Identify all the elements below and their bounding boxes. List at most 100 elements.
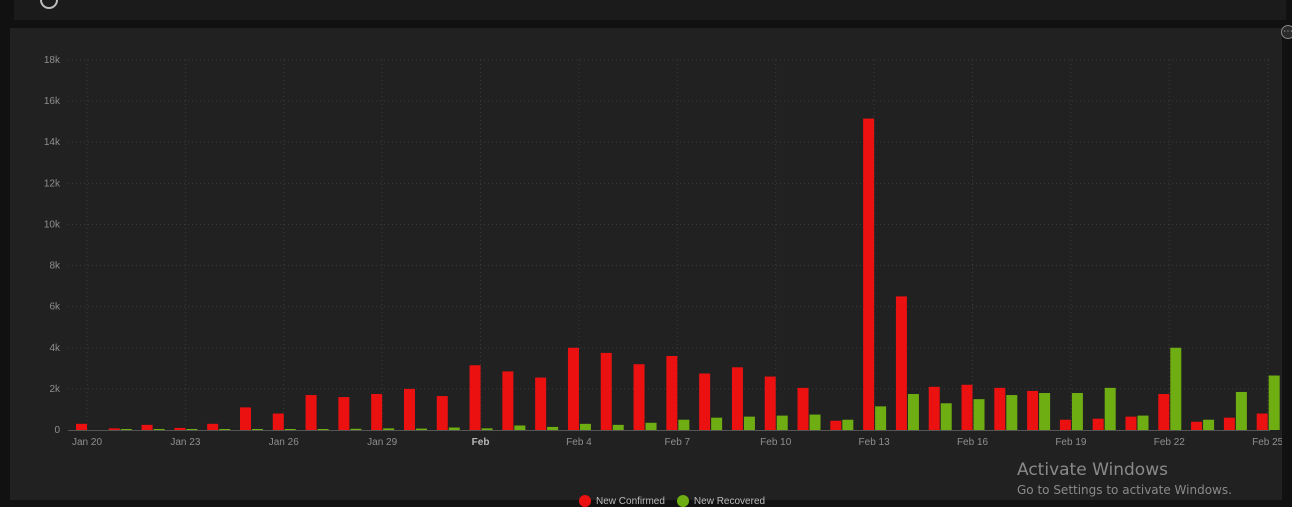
y-tick-label: 2k [49, 384, 61, 395]
bar-new-recovered [776, 415, 788, 430]
bar-new-recovered [1235, 391, 1247, 430]
bar-new-confirmed [76, 423, 87, 430]
bar-new-confirmed [436, 396, 448, 430]
bar-new-recovered [186, 429, 198, 430]
options-button[interactable]: ⋯ [1281, 25, 1292, 39]
x-tick-label: Jan 26 [269, 437, 299, 448]
bar-new-recovered [645, 422, 657, 430]
bar-new-confirmed [1223, 417, 1235, 430]
chart-panel: 0 2k 4k 6k 8k 10k 12k 14k 16k 18k Jan 20 Jan 23 Jan … [10, 28, 1282, 507]
y-tick-label: 0 [54, 425, 60, 436]
bar-new-confirmed [207, 423, 219, 430]
bar-new-confirmed [403, 388, 415, 430]
bar-new-confirmed [731, 367, 743, 430]
bar-new-confirmed [961, 384, 973, 430]
watermark-subtitle: Go to Settings to activate Windows. [1017, 483, 1232, 497]
bar-new-confirmed [371, 394, 383, 430]
bar-new-confirmed [600, 352, 612, 430]
bar-new-recovered [579, 423, 591, 430]
bar-new-confirmed [1092, 418, 1104, 430]
window-top-strip [14, 0, 1286, 20]
app-logo-icon [40, 0, 58, 9]
bar-new-recovered [1268, 375, 1280, 430]
bar-new-confirmed [305, 395, 317, 430]
x-tick-label: Feb 13 [859, 437, 891, 448]
bar-new-confirmed [830, 420, 842, 430]
x-tick-label: Jan 23 [170, 437, 200, 448]
bar-new-recovered [612, 424, 624, 430]
bar-new-recovered [448, 427, 460, 430]
bar-new-confirmed [1125, 416, 1137, 430]
legend-item-recovered[interactable]: New Recovered [676, 495, 765, 507]
legend-swatch-confirmed [579, 495, 591, 507]
bar-new-recovered [743, 416, 755, 430]
bar-new-recovered [284, 429, 296, 430]
bar-new-confirmed [994, 387, 1006, 430]
y-tick-label: 18k [44, 55, 61, 66]
bar-new-recovered [219, 429, 231, 430]
bar-new-confirmed [502, 371, 514, 430]
y-tick-label: 12k [44, 178, 61, 189]
bar-new-recovered [1170, 347, 1182, 430]
y-tick-label: 4k [49, 343, 61, 354]
y-tick-label: 8k [49, 261, 61, 272]
legend-item-confirmed[interactable]: New Confirmed [579, 495, 665, 507]
x-tick-label: Feb 22 [1154, 437, 1186, 448]
bar-new-recovered [1104, 387, 1116, 430]
bar-new-recovered [547, 426, 559, 430]
bar-new-recovered [514, 425, 526, 430]
x-tick-label: Feb [472, 437, 490, 448]
cropped-title-remnant [466, 0, 596, 4]
bar-new-confirmed [666, 356, 678, 430]
bar-new-recovered [1071, 393, 1083, 430]
bar-new-recovered [415, 428, 427, 430]
bar-new-recovered [383, 428, 395, 430]
bar-new-recovered [842, 419, 854, 430]
bar-new-confirmed [1027, 390, 1039, 430]
bar-new-recovered [809, 414, 821, 430]
bar-new-confirmed [699, 373, 711, 430]
bar-new-confirmed [1059, 419, 1071, 430]
bar-new-confirmed [633, 364, 645, 430]
bar-new-confirmed [1158, 394, 1170, 430]
bar-new-recovered [317, 429, 329, 430]
bar-new-confirmed [272, 413, 284, 430]
bar-new-confirmed [928, 386, 940, 430]
bar-new-confirmed [1256, 413, 1268, 430]
x-tick-label: Feb 10 [760, 437, 792, 448]
x-tick-label: Feb 19 [1055, 437, 1087, 448]
y-tick-label: 14k [44, 137, 61, 148]
activate-windows-watermark: Activate Windows Go to Settings to activ… [1017, 459, 1232, 499]
bar-new-recovered [1203, 419, 1215, 430]
bar-new-recovered [350, 428, 362, 430]
y-tick-label: 6k [49, 302, 61, 313]
x-tick-label: Feb 7 [665, 437, 691, 448]
bar-new-confirmed [141, 424, 153, 430]
bar-new-recovered [678, 419, 690, 430]
bar-new-confirmed [239, 407, 251, 430]
bar-new-recovered [907, 394, 919, 430]
bar-new-confirmed [863, 118, 875, 430]
bar-new-recovered [153, 429, 165, 430]
x-tick-label: Feb 4 [566, 437, 592, 448]
bar-new-confirmed [174, 427, 186, 430]
bar-new-confirmed [1191, 421, 1203, 430]
bar-new-confirmed [338, 397, 350, 430]
bar-new-confirmed [764, 376, 776, 430]
bar-new-confirmed [535, 377, 547, 430]
x-tick-label: Feb 25 [1252, 437, 1282, 448]
bar-new-recovered [1039, 393, 1051, 430]
y-tick-label: 10k [44, 219, 61, 230]
chart-legend: New Confirmed New Recovered [579, 495, 765, 507]
bar-new-recovered [1137, 415, 1149, 430]
bar-new-recovered [711, 417, 723, 430]
bar-new-recovered [1006, 395, 1018, 430]
y-tick-label: 16k [44, 96, 61, 107]
bar-new-confirmed [895, 296, 907, 430]
bar-new-recovered [940, 403, 952, 430]
bar-new-recovered [973, 399, 985, 430]
bar-new-recovered [875, 406, 887, 430]
bar-new-confirmed [797, 387, 809, 430]
bar-new-confirmed [108, 428, 120, 430]
x-tick-label: Feb 16 [957, 437, 989, 448]
